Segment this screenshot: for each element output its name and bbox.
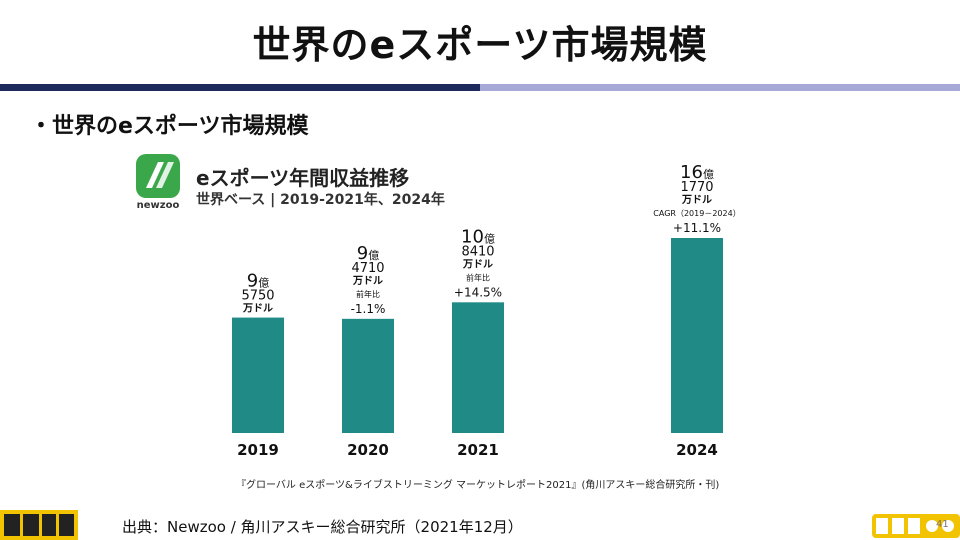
- header-rule-dark: [0, 84, 480, 91]
- pct-label-2020: -1.1%: [351, 302, 386, 316]
- x-tick-label-2019: 2019: [237, 441, 279, 459]
- value-label-2020: 4710: [351, 261, 384, 276]
- pct-label-2024: +11.1%: [673, 221, 721, 235]
- pct-label-2021: +14.5%: [454, 285, 502, 299]
- big-value-label-2021: 10億: [461, 226, 495, 247]
- source-note: 『グローバル eスポーツ&ライブストリーミング マーケットレポート2021』(角…: [236, 480, 720, 491]
- note-label-2020: 前年比: [356, 289, 380, 299]
- page-number: 41: [936, 519, 949, 530]
- bar-2019: [232, 317, 284, 433]
- unit-label-2019: 万ドル: [242, 303, 273, 315]
- chart-title: eスポーツ年間収益推移: [196, 166, 410, 190]
- unit-label-2024: 万ドル: [681, 194, 712, 206]
- chart-subtitle: 世界ベース | 2019-2021年、2024年: [196, 192, 445, 208]
- bullet-heading: ・世界のeスポーツ市場規模: [30, 114, 309, 139]
- bar-2020: [342, 318, 394, 433]
- bar-2024: [671, 238, 723, 433]
- big-value-label-2020: 9億: [357, 243, 379, 264]
- unit-label-2021: 万ドル: [462, 258, 493, 270]
- note-label-2021: 前年比: [466, 272, 490, 282]
- header-rule-light: [480, 84, 960, 91]
- note-label-2024: CAGR（2019－2024）: [653, 209, 740, 218]
- unit-label-2020: 万ドル: [352, 275, 383, 287]
- famitsu-com-logo-icon: [872, 514, 960, 538]
- value-label-2021: 8410: [461, 244, 494, 259]
- big-value-label-2019: 9億: [247, 271, 269, 292]
- slide-title: 世界のeスポーツ市場規模: [252, 23, 708, 67]
- newzoo-logo-text: newzoo: [136, 200, 180, 211]
- big-value-label-2024: 16億: [680, 162, 714, 183]
- value-label-2024: 1770: [680, 180, 713, 195]
- x-tick-label-2021: 2021: [457, 441, 499, 459]
- famitsu-logo-icon: [0, 510, 78, 540]
- x-tick-label-2024: 2024: [676, 441, 718, 459]
- bar-2021: [452, 302, 504, 433]
- value-label-2019: 5750: [241, 289, 274, 304]
- newzoo-logo-icon: [136, 154, 180, 198]
- citation: 出典：Newzoo / 角川アスキー総合研究所（2021年12月）: [122, 518, 523, 536]
- x-tick-label-2020: 2020: [347, 441, 389, 459]
